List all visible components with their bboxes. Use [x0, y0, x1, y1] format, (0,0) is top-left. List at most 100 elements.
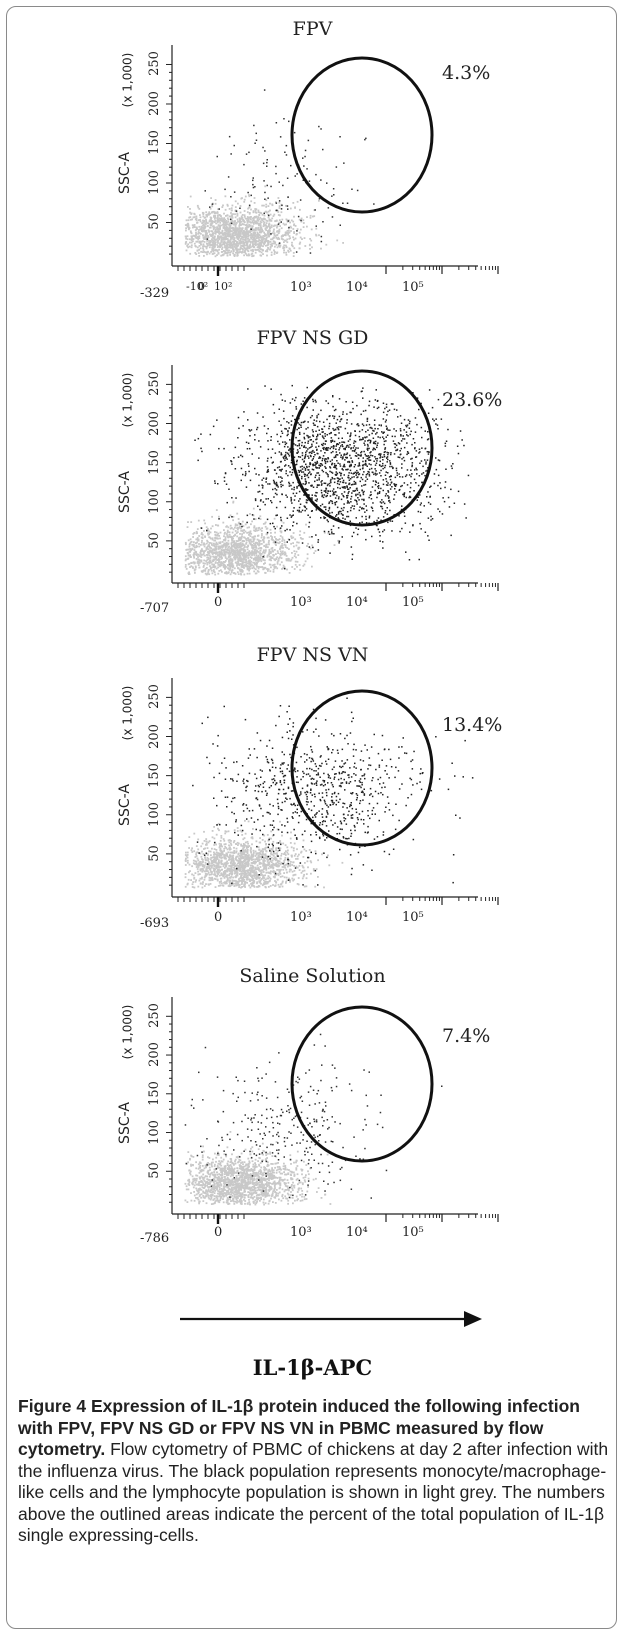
scatter-point	[402, 493, 404, 496]
scatter-point	[291, 556, 294, 559]
scatter-point	[202, 243, 205, 246]
scatter-point	[239, 211, 242, 214]
scatter-point	[206, 215, 208, 218]
scatter-point	[266, 254, 268, 257]
scatter-point	[290, 432, 292, 434]
scatter-point	[203, 551, 205, 554]
scatter-point	[221, 254, 224, 257]
scatter-point	[380, 465, 382, 468]
scatter-point	[225, 220, 228, 222]
scatter-point	[239, 205, 242, 207]
scatter-point	[263, 554, 265, 557]
scatter-point	[270, 559, 272, 562]
x-tick-label: 10⁴	[346, 280, 368, 295]
scatter-point	[346, 413, 348, 415]
scatter-point	[290, 537, 293, 539]
scatter-point	[364, 460, 367, 463]
scatter-point	[242, 240, 245, 243]
scatter-point	[286, 230, 289, 232]
scatter-point	[414, 447, 416, 449]
scatter-point	[273, 253, 276, 255]
scatter-point	[262, 540, 265, 543]
scatter-point	[278, 242, 281, 244]
scatter-point	[247, 233, 249, 236]
scatter-point	[271, 550, 274, 553]
scatter-point	[398, 456, 401, 459]
scatter-point	[277, 486, 279, 488]
scatter-point	[276, 852, 278, 855]
scatter-point	[234, 879, 236, 882]
scatter-point	[215, 556, 217, 559]
scatter-point	[271, 501, 273, 504]
scatter-point	[406, 424, 409, 426]
scatter-point	[255, 222, 257, 225]
scatter-point	[213, 240, 216, 242]
scatter-point	[223, 535, 225, 538]
scatter-point	[273, 536, 276, 538]
scatter-point	[261, 479, 263, 481]
scatter-point	[231, 538, 233, 540]
scatter-point	[283, 246, 286, 249]
scatter-point	[215, 553, 217, 555]
scatter-point	[389, 429, 391, 431]
scatter-point	[260, 226, 262, 229]
scatter-point	[267, 197, 269, 199]
scatter-point	[304, 245, 307, 247]
scatter-panel-fpv-ns-gd: FPV NS GD 23.6% SSC-A (x 1,000) 50 100 150 20…	[0, 315, 625, 645]
scatter-point	[235, 244, 238, 246]
scatter-point	[247, 865, 249, 868]
scatter-point	[270, 238, 272, 241]
scatter-point	[189, 566, 191, 568]
scatter-point	[266, 471, 268, 473]
scatter-point	[288, 572, 291, 574]
scatter-point	[185, 548, 188, 551]
scatter-point	[324, 490, 327, 492]
scatter-point	[255, 552, 258, 555]
scatter-point	[298, 506, 301, 509]
scatter-point	[188, 550, 191, 553]
scatter-point	[268, 558, 271, 561]
scatter-point	[249, 479, 252, 482]
scatter-point	[331, 463, 333, 466]
scatter-point	[371, 507, 374, 510]
scatter-point	[327, 207, 330, 209]
scatter-point	[245, 153, 248, 155]
scatter-point	[186, 225, 189, 228]
scatter-point	[336, 418, 339, 421]
scatter-point	[216, 212, 219, 214]
scatter-point	[257, 227, 260, 229]
scatter-point	[393, 498, 395, 500]
scatter-point	[256, 222, 259, 225]
scatter-point	[382, 467, 384, 470]
scatter-point	[337, 527, 340, 529]
scatter-point	[201, 222, 203, 225]
scatter-point	[231, 233, 234, 236]
scatter-point	[289, 249, 292, 252]
scatter-point	[251, 544, 254, 546]
scatter-point	[400, 434, 402, 436]
scatter-point	[284, 427, 286, 430]
scatter-point	[215, 212, 217, 214]
scatter-point	[348, 461, 351, 464]
scatter-point	[301, 542, 304, 544]
scatter-point	[419, 522, 421, 525]
scatter-point	[247, 552, 250, 555]
scatter-point	[223, 476, 226, 479]
scatter-point	[351, 450, 354, 452]
scatter-point	[354, 455, 357, 457]
scatter-point	[280, 546, 283, 549]
scatter-point	[304, 455, 307, 457]
scatter-point	[305, 508, 308, 510]
scatter-point	[280, 393, 282, 396]
scatter-point	[422, 472, 425, 474]
scatter-point	[209, 243, 212, 246]
scatter-point	[278, 538, 281, 540]
scatter-point	[228, 545, 230, 548]
scatter-point	[231, 244, 234, 247]
scatter-point	[357, 465, 359, 467]
scatter-point	[249, 447, 251, 450]
scatter-point	[315, 401, 317, 403]
scatter-point	[188, 545, 191, 548]
scatter-point	[211, 241, 214, 244]
scatter-point	[217, 239, 220, 242]
